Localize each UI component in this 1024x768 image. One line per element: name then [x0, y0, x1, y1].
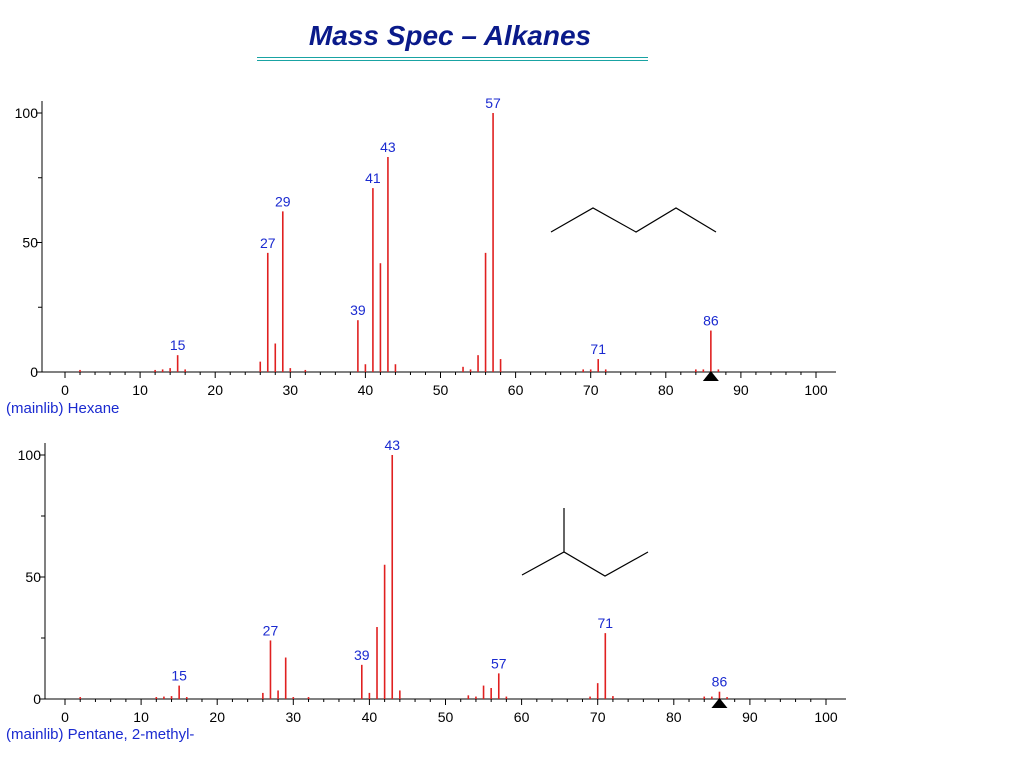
x-tick-label: 10 — [133, 709, 149, 725]
x-tick-label: 20 — [209, 709, 225, 725]
spectrum-1: 0 10 20 30 40 50 60 70 80 90 100 0 50 100 15 27 39 43 57 71… — [18, 437, 846, 725]
peak-label: 39 — [354, 647, 370, 663]
peak-label: 43 — [384, 437, 400, 453]
y-tick-label: 50 — [25, 569, 41, 585]
x-tick-label: 70 — [590, 709, 606, 725]
slide-title: Mass Spec – Alkanes — [308, 20, 592, 51]
x-tick-label: 90 — [742, 709, 758, 725]
methylpentane-structure-chain-icon — [521, 551, 649, 577]
x-tick-label: 10 — [132, 382, 148, 398]
x-tick-label: 30 — [283, 382, 299, 398]
peak-label: 71 — [598, 615, 614, 631]
y-tick-label: 50 — [22, 235, 38, 251]
peak-label: 27 — [263, 622, 279, 638]
x-tick-label: 80 — [666, 709, 682, 725]
peak-label: 43 — [380, 139, 396, 155]
x-tick-label: 70 — [583, 382, 599, 398]
spectrum-0: 0 10 20 30 40 50 60 70 80 90 100 0 50 100 15 27 29 39 41 43… — [15, 95, 836, 398]
x-tick-label: 40 — [362, 709, 378, 725]
spectrum-label-hexane: (mainlib) Hexane — [6, 400, 120, 417]
x-tick-label: 100 — [804, 382, 828, 398]
peak-label: 71 — [590, 341, 606, 357]
hexane-structure-icon — [550, 207, 717, 233]
x-tick-label: 40 — [358, 382, 374, 398]
peak-label: 57 — [491, 655, 507, 671]
x-tick-label: 80 — [658, 382, 674, 398]
peak-label: 41 — [365, 170, 381, 186]
molecular-ion-marker-icon — [711, 698, 728, 708]
x-tick-label: 0 — [61, 709, 69, 725]
peak-label: 86 — [703, 313, 719, 329]
x-tick-label: 100 — [814, 709, 838, 725]
peak-label: 86 — [712, 674, 728, 690]
y-tick-label: 100 — [15, 105, 39, 121]
y-tick-label: 0 — [30, 364, 38, 380]
peak-label: 15 — [170, 337, 186, 353]
peak-label: 39 — [350, 302, 366, 318]
x-tick-label: 20 — [207, 382, 223, 398]
x-tick-label: 50 — [438, 709, 454, 725]
spectrum-label-2-methylpentane: (mainlib) Pentane, 2-methyl- — [6, 726, 195, 743]
x-tick-label: 50 — [433, 382, 449, 398]
x-tick-label: 0 — [61, 382, 69, 398]
x-tick-label: 60 — [508, 382, 524, 398]
x-tick-label: 90 — [733, 382, 749, 398]
y-tick-label: 100 — [18, 447, 42, 463]
x-tick-label: 30 — [286, 709, 302, 725]
title-underline — [257, 57, 648, 61]
peak-label: 27 — [260, 235, 276, 251]
y-tick-label: 0 — [33, 691, 41, 707]
molecular-ion-marker-icon — [702, 371, 719, 381]
peak-label: 57 — [485, 95, 501, 111]
peak-label: 15 — [171, 668, 187, 684]
peak-label: 29 — [275, 193, 291, 209]
x-tick-label: 60 — [514, 709, 530, 725]
